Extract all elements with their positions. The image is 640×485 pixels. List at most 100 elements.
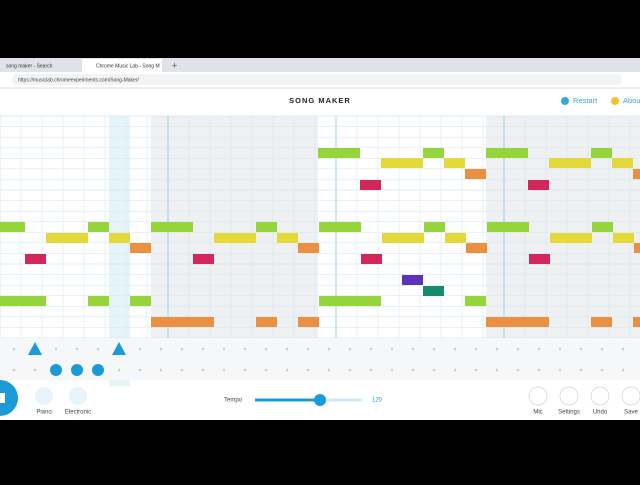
note[interactable] (592, 222, 613, 232)
about-icon[interactable] (611, 97, 619, 105)
perc-dot[interactable] (264, 347, 268, 351)
perc-dot[interactable] (138, 347, 142, 351)
note[interactable] (298, 243, 319, 253)
note[interactable] (423, 148, 444, 158)
perc-dot[interactable] (390, 368, 394, 372)
note[interactable] (46, 233, 88, 243)
tool-icon[interactable] (590, 386, 610, 406)
new-tab[interactable]: + (172, 60, 177, 70)
about[interactable]: About (623, 96, 640, 105)
note[interactable] (423, 286, 444, 296)
note[interactable] (633, 169, 640, 179)
perc-dot[interactable] (201, 347, 205, 351)
perc-circle[interactable] (71, 364, 83, 376)
note[interactable] (318, 148, 360, 158)
note[interactable] (633, 317, 640, 327)
perc-dot[interactable] (75, 347, 79, 351)
note[interactable] (445, 233, 466, 243)
perc-dot[interactable] (390, 347, 394, 351)
perc-dot[interactable] (306, 347, 310, 351)
perc-dot[interactable] (348, 368, 352, 372)
perc-triangle[interactable] (28, 342, 42, 355)
address-bar[interactable] (12, 74, 622, 85)
perc-dot[interactable] (537, 347, 541, 351)
perc-dot[interactable] (621, 368, 625, 372)
perc-dot[interactable] (600, 347, 604, 351)
perc-dot[interactable] (495, 347, 499, 351)
perc-dot[interactable] (474, 368, 478, 372)
perc-dot[interactable] (348, 347, 352, 351)
tool-icon[interactable] (559, 386, 579, 406)
perc-dot[interactable] (12, 347, 16, 351)
perc-dot[interactable] (558, 347, 562, 351)
note[interactable] (88, 296, 109, 306)
perc-dot[interactable] (33, 368, 37, 372)
note[interactable] (298, 317, 319, 327)
note[interactable] (214, 233, 256, 243)
tool-icon[interactable] (528, 386, 548, 406)
perc-dot[interactable] (432, 347, 436, 351)
note[interactable] (277, 233, 298, 243)
play-button[interactable] (0, 380, 18, 416)
perc-dot[interactable] (285, 347, 289, 351)
note[interactable] (109, 233, 130, 243)
note[interactable] (361, 254, 382, 264)
perc-dot[interactable] (537, 368, 541, 372)
perc-dot[interactable] (285, 368, 289, 372)
perc-dot[interactable] (369, 368, 373, 372)
perc-dot[interactable] (453, 368, 457, 372)
note[interactable] (613, 233, 634, 243)
perc-dot[interactable] (579, 368, 583, 372)
perc-dot[interactable] (516, 368, 520, 372)
perc-dot[interactable] (369, 347, 373, 351)
note[interactable] (529, 254, 550, 264)
note[interactable] (550, 233, 592, 243)
note[interactable] (465, 296, 486, 306)
note[interactable] (130, 296, 151, 306)
note[interactable] (591, 317, 612, 327)
note[interactable] (151, 222, 193, 232)
note[interactable] (634, 243, 640, 253)
note[interactable] (319, 222, 361, 232)
perc-dot[interactable] (621, 347, 625, 351)
perc-dot[interactable] (495, 368, 499, 372)
perc-dot[interactable] (243, 347, 247, 351)
perc-dot[interactable] (96, 347, 100, 351)
perc-dot[interactable] (180, 347, 184, 351)
perc-triangle[interactable] (112, 342, 126, 355)
note[interactable] (88, 222, 109, 232)
percussion[interactable] (0, 338, 640, 380)
perc-dot[interactable] (411, 368, 415, 372)
note[interactable] (444, 158, 465, 168)
perc-dot[interactable] (138, 368, 142, 372)
perc-circle[interactable] (50, 364, 62, 376)
note[interactable] (466, 243, 487, 253)
note[interactable] (130, 243, 151, 253)
perc-dot[interactable] (600, 368, 604, 372)
perc-dot[interactable] (453, 347, 457, 351)
electronic-icon[interactable] (69, 387, 87, 405)
perc-dot[interactable] (222, 347, 226, 351)
perc-dot[interactable] (432, 368, 436, 372)
note[interactable] (0, 296, 46, 306)
note[interactable] (465, 169, 486, 179)
perc-dot[interactable] (411, 347, 415, 351)
perc-dot[interactable] (327, 368, 331, 372)
perc-dot[interactable] (474, 347, 478, 351)
note[interactable] (0, 222, 25, 232)
note[interactable] (360, 180, 381, 190)
note[interactable] (486, 148, 528, 158)
note[interactable] (256, 317, 277, 327)
note[interactable] (25, 254, 46, 264)
perc-dot[interactable] (306, 368, 310, 372)
note[interactable] (151, 317, 214, 327)
tempo-knob[interactable] (314, 394, 326, 406)
perc-dot[interactable] (243, 368, 247, 372)
tab[interactable] (0, 59, 80, 72)
perc-dot[interactable] (264, 368, 268, 372)
note[interactable] (402, 275, 423, 285)
perc-dot[interactable] (201, 368, 205, 372)
restart[interactable]: Restart (573, 96, 598, 105)
note[interactable] (549, 158, 591, 168)
perc-dot[interactable] (558, 368, 562, 372)
